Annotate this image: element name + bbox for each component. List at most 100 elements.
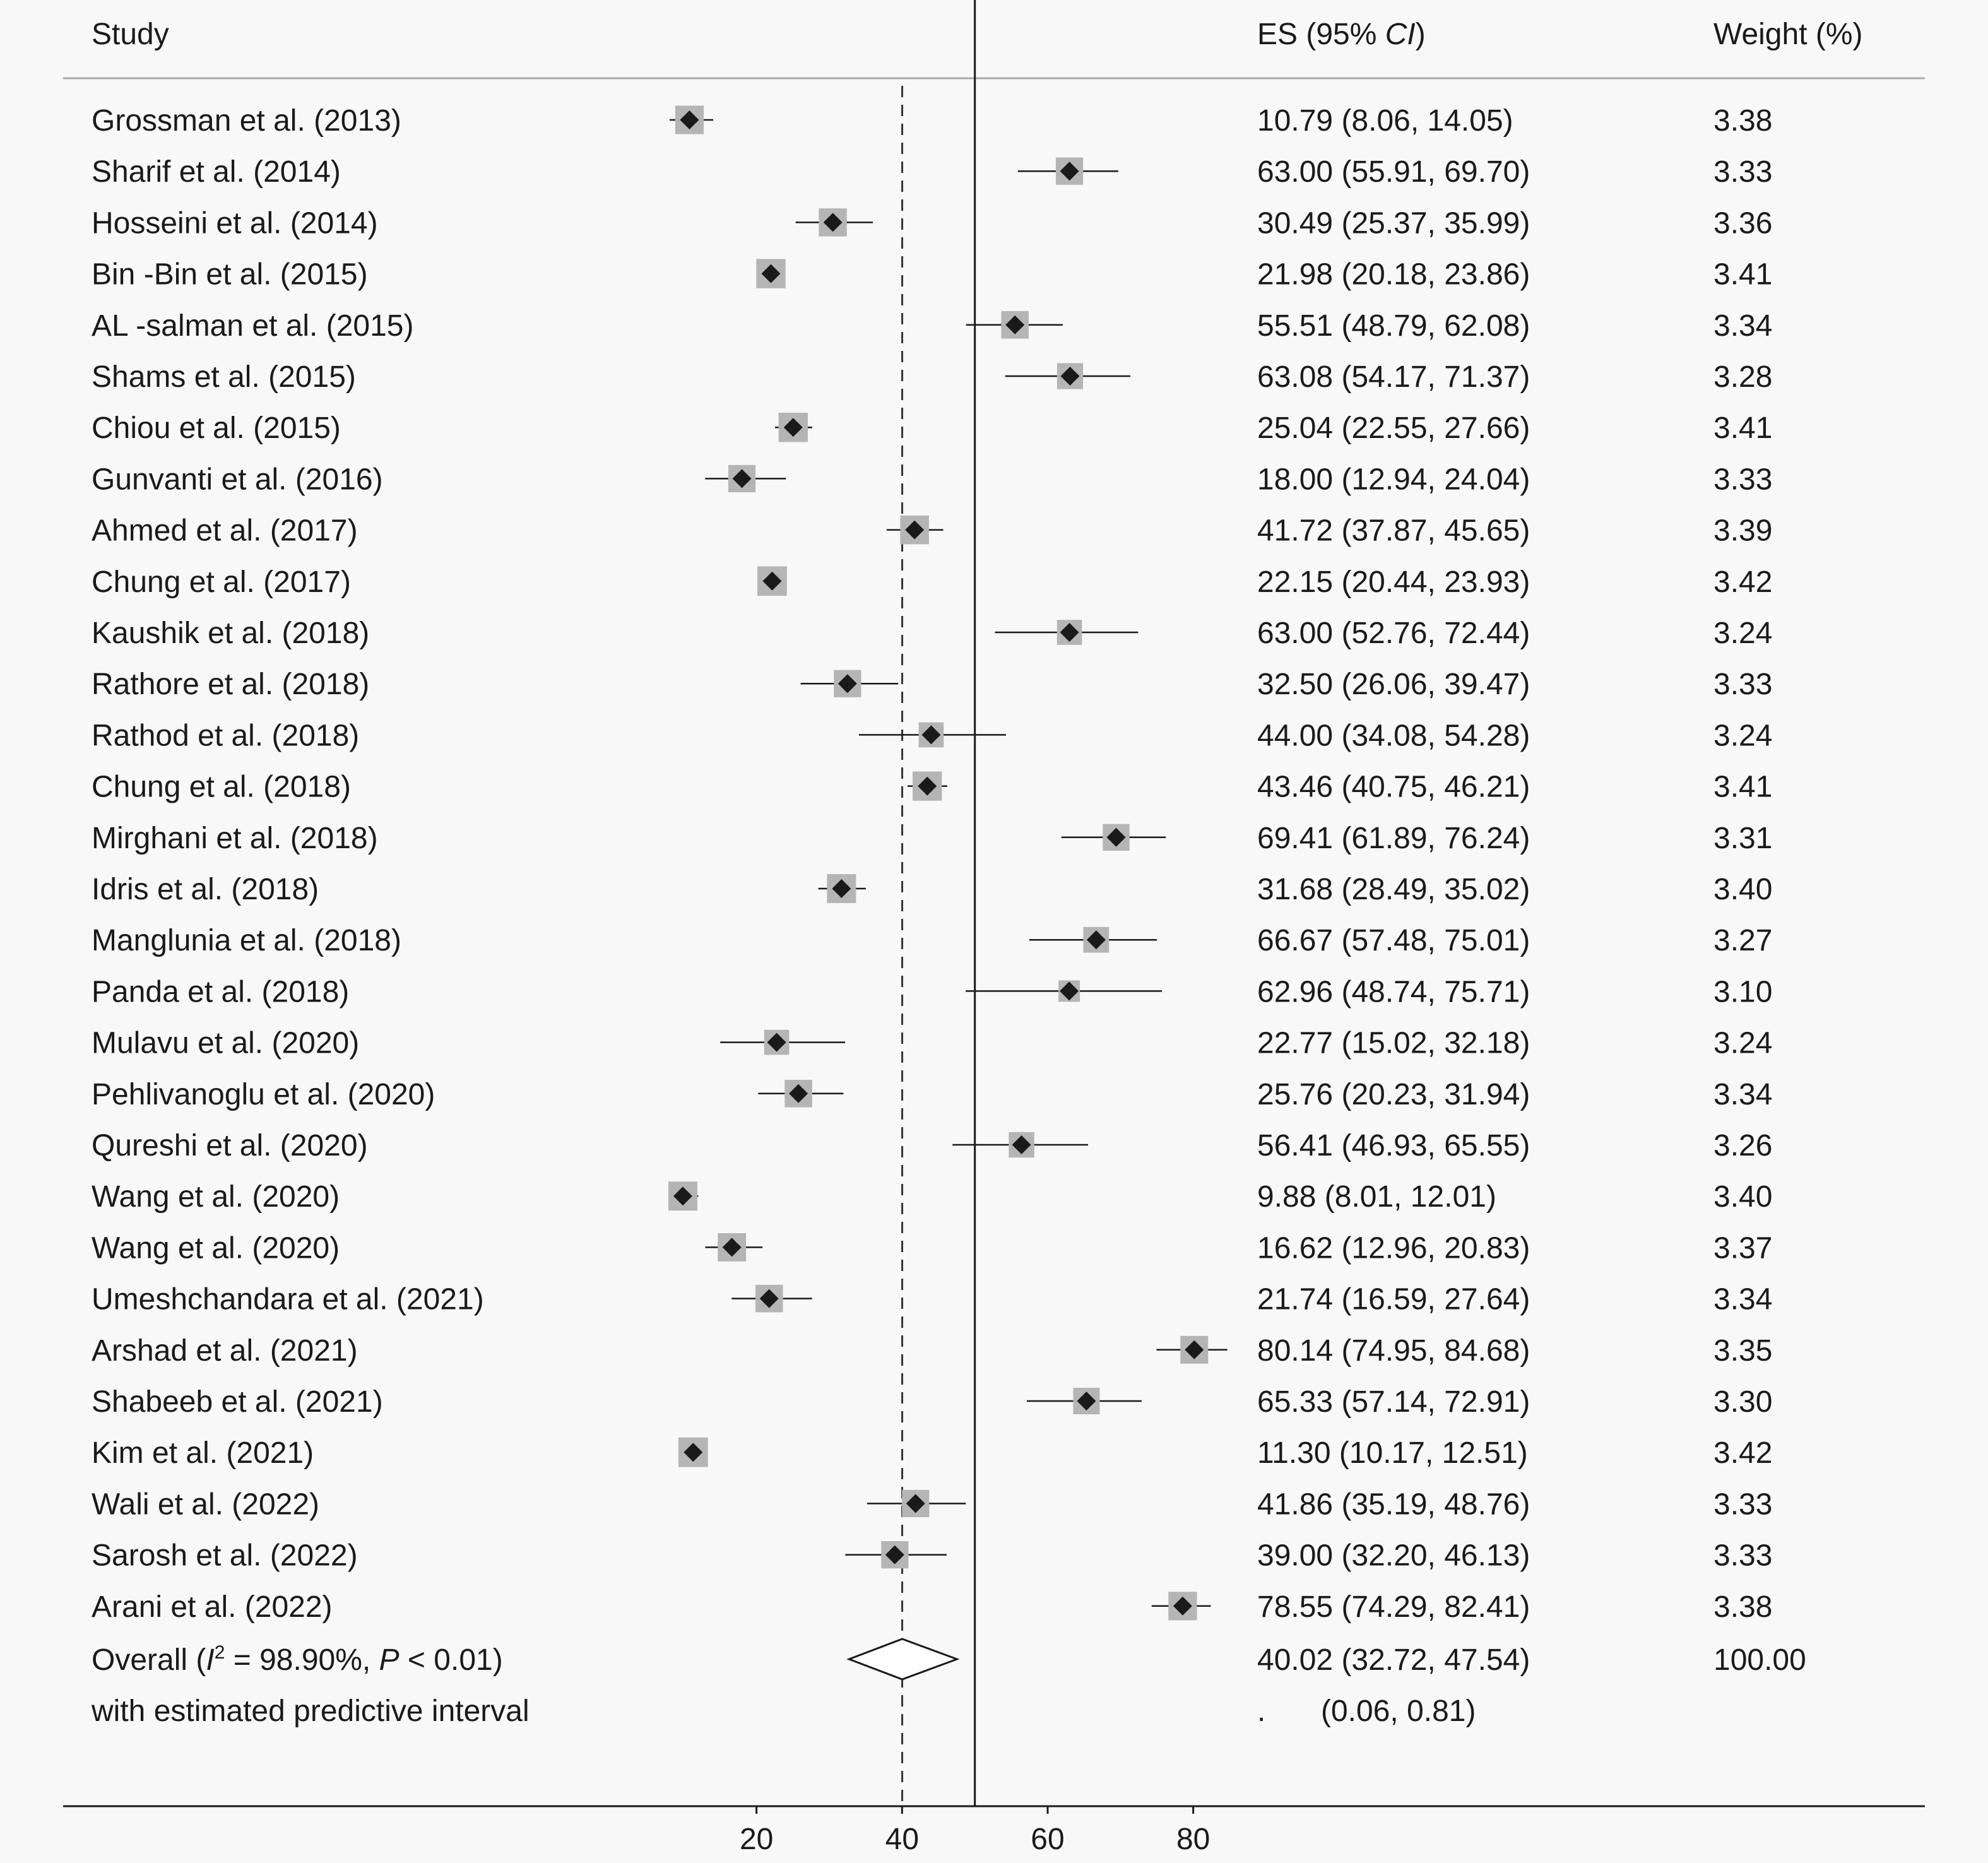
study-label: Arshad et al. (2021) — [92, 1334, 358, 1368]
study-row: Qureshi et al. (2020) 56.41 (46.93, 65.55… — [92, 1129, 1772, 1162]
study-es-text: 9.88 (8.01, 12.01) — [1257, 1180, 1496, 1214]
study-label: Idris et al. (2018) — [92, 873, 319, 906]
study-label: Shams et al. (2015) — [92, 360, 356, 394]
study-es-text: 80.14 (74.95, 84.68) — [1257, 1334, 1530, 1368]
header-es-prefix: ES (95% — [1257, 18, 1385, 51]
study-weight: 3.33 — [1713, 155, 1772, 189]
study-row: Ahmed et al. (2017) 41.72 (37.87, 45.65) 3… — [92, 514, 1772, 548]
study-row: Mirghani et al. (2018) 69.41 (61.89, 76.2… — [92, 822, 1772, 855]
predictive-label: with estimated predictive interval — [91, 1694, 530, 1728]
study-row: Chiou et al. (2015) 25.04 (22.55, 27.66) 3… — [92, 411, 1772, 445]
study-es-text: 18.00 (12.94, 24.04) — [1257, 463, 1530, 496]
point-estimate-marker — [762, 571, 782, 591]
point-estimate-marker — [1086, 930, 1106, 950]
study-weight: 3.33 — [1713, 463, 1772, 496]
point-estimate-marker — [832, 879, 851, 898]
study-label: Sharif et al. (2014) — [92, 155, 341, 189]
predictive-dot: . — [1257, 1694, 1265, 1728]
study-weight: 3.10 — [1713, 975, 1772, 1008]
predictive-interval: (0.06, 0.81) — [1321, 1694, 1476, 1728]
study-weight: 3.41 — [1713, 411, 1772, 445]
point-estimate-marker — [1005, 315, 1025, 334]
study-weight: 3.37 — [1713, 1231, 1772, 1265]
study-label: Pehlivanoglu et al. (2020) — [92, 1078, 435, 1111]
study-es-text: 21.74 (16.59, 27.64) — [1257, 1283, 1530, 1316]
study-es-text: 55.51 (48.79, 62.08) — [1257, 309, 1530, 343]
header-es-suffix: ) — [1416, 18, 1426, 51]
study-weight: 3.31 — [1713, 822, 1772, 855]
point-estimate-marker — [1185, 1340, 1204, 1359]
point-estimate-marker — [683, 1443, 703, 1462]
point-estimate-marker — [921, 725, 941, 745]
study-row: Sharif et al. (2014) 63.00 (55.91, 69.70)… — [92, 155, 1772, 189]
study-label: Wang et al. (2020) — [92, 1231, 340, 1265]
point-estimate-marker — [673, 1186, 692, 1206]
x-axis-ticks: 20 40 60 80 — [740, 1806, 1210, 1856]
study-label: Panda et al. (2018) — [92, 975, 349, 1008]
x-tick-label: 80 — [1176, 1823, 1210, 1856]
study-label: Chung et al. (2017) — [92, 565, 351, 599]
study-es-text: 62.96 (48.74, 75.71) — [1257, 975, 1530, 1008]
study-row: Shams et al. (2015) 63.08 (54.17, 71.37) 3… — [92, 360, 1772, 394]
study-es-text: 31.68 (28.49, 35.02) — [1257, 873, 1530, 906]
study-weight: 3.24 — [1713, 1027, 1772, 1060]
point-estimate-marker — [823, 213, 843, 232]
overall-label-end: < 0.01) — [399, 1643, 503, 1677]
study-row: Mulavu et al. (2020) 22.77 (15.02, 32.18)… — [92, 1027, 1772, 1060]
study-label: Gunvanti et al. (2016) — [92, 463, 383, 496]
overall-diamond — [846, 1638, 960, 1681]
point-estimate-marker — [789, 1084, 808, 1103]
study-label: Rathore et al. (2018) — [92, 668, 369, 701]
study-weight: 3.27 — [1713, 924, 1772, 957]
study-label: Manglunia et al. (2018) — [92, 924, 401, 957]
study-es-text: 63.00 (55.91, 69.70) — [1257, 155, 1530, 189]
point-estimate-marker — [1060, 162, 1079, 181]
study-row: Pehlivanoglu et al. (2020) 25.76 (20.23, … — [92, 1078, 1772, 1111]
study-es-text: 32.50 (26.06, 39.47) — [1257, 668, 1530, 701]
study-weight: 3.33 — [1713, 1487, 1772, 1521]
header-es-ci: CI — [1385, 18, 1416, 51]
study-es-text: 21.98 (20.18, 23.86) — [1257, 258, 1530, 292]
study-weight: 3.42 — [1713, 565, 1772, 599]
study-row: Arani et al. (2022) 78.55 (74.29, 82.41) 3… — [92, 1590, 1772, 1624]
study-row: Chung et al. (2017) 22.15 (20.44, 23.93) 3… — [92, 565, 1772, 599]
study-row: Rathod et al. (2018) 44.00 (34.08, 54.28)… — [92, 719, 1772, 752]
point-estimate-marker — [1106, 827, 1126, 847]
study-weight: 3.38 — [1713, 104, 1772, 138]
study-label: Kaushik et al. (2018) — [92, 617, 369, 650]
study-label: Hosseini et al. (2014) — [92, 206, 378, 240]
study-es-text: 78.55 (74.29, 82.41) — [1257, 1590, 1530, 1624]
study-row: Arshad et al. (2021) 80.14 (74.95, 84.68)… — [92, 1334, 1772, 1368]
study-row: Bin -Bin et al. (2015) 21.98 (20.18, 23.8… — [92, 258, 1772, 292]
study-es-text: 56.41 (46.93, 65.55) — [1257, 1129, 1530, 1162]
study-label: Wang et al. (2020) — [92, 1180, 340, 1214]
study-weight: 3.41 — [1713, 771, 1772, 804]
study-label: Mulavu et al. (2020) — [92, 1027, 359, 1060]
study-row: Kaushik et al. (2018) 63.00 (52.76, 72.44… — [92, 617, 1772, 650]
header-weight: Weight (%) — [1713, 18, 1863, 51]
point-estimate-marker — [905, 520, 925, 540]
point-estimate-marker — [906, 1494, 925, 1513]
study-row: Chung et al. (2018) 43.46 (40.75, 46.21) 3… — [92, 771, 1772, 804]
study-es-text: 25.04 (22.55, 27.66) — [1257, 411, 1530, 445]
study-es-text: 11.30 (10.17, 12.51) — [1257, 1436, 1528, 1470]
study-label: Sarosh et al. (2022) — [92, 1539, 358, 1573]
study-label: Wali et al. (2022) — [92, 1487, 319, 1521]
x-tick-label: 40 — [885, 1823, 919, 1856]
point-estimate-marker — [722, 1238, 742, 1257]
study-es-text: 44.00 (34.08, 54.28) — [1257, 719, 1530, 752]
study-weight: 3.41 — [1713, 258, 1772, 292]
point-estimate-marker — [1060, 367, 1080, 386]
study-weight: 3.38 — [1713, 1590, 1772, 1624]
point-estimate-marker — [783, 418, 803, 437]
overall-label-sup: 2 — [215, 1642, 225, 1663]
study-es-text: 22.77 (15.02, 32.18) — [1257, 1027, 1530, 1060]
study-es-text: 43.46 (40.75, 46.21) — [1257, 771, 1530, 804]
study-label: Rathod et al. (2018) — [92, 719, 359, 752]
predictive-row: with estimated predictive interval . (0.… — [91, 1694, 1476, 1728]
point-estimate-marker — [1077, 1392, 1096, 1411]
study-weight: 3.24 — [1713, 719, 1772, 752]
study-row: Manglunia et al. (2018) 66.67 (57.48, 75.… — [92, 924, 1772, 957]
